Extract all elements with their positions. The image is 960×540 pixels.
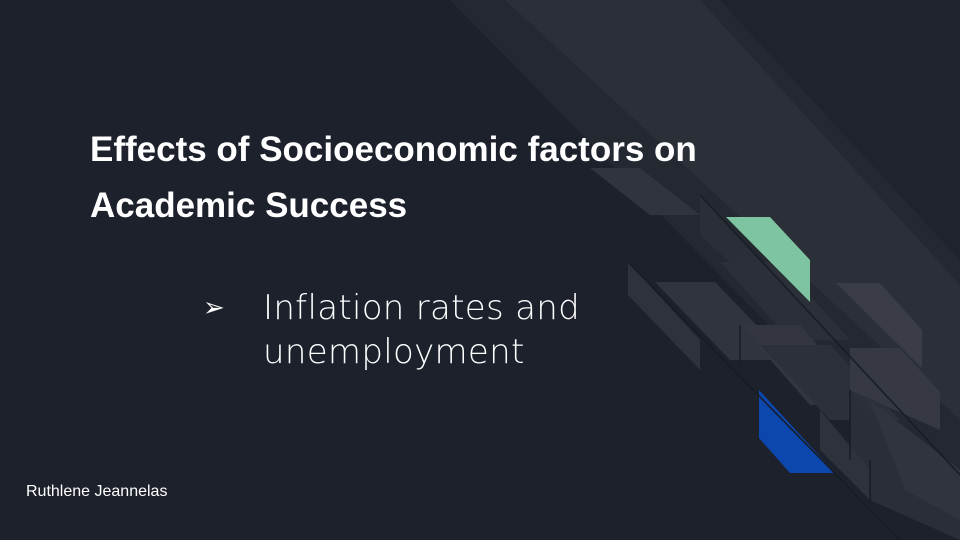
bullet-text: Inflation rates and unemployment (263, 288, 581, 372)
author-name: Ruthlene Jeannelas (26, 483, 168, 500)
diagonal-band-top-right (720, 0, 960, 260)
slide-title: Effects of Socioeconomic factors on Acad… (90, 130, 697, 225)
stripe-segment-11 (870, 400, 960, 520)
diagonal-band-upper (505, 0, 960, 420)
arrow-bullet-icon: ➢ (203, 293, 225, 323)
blue-accent-shape (759, 390, 835, 473)
stripe-segment-8 (836, 283, 922, 368)
green-accent-shape (726, 217, 810, 302)
bullet-item: ➢ Inflation rates and unemployment (203, 286, 623, 374)
divider-line-1 (699, 194, 960, 476)
stripe-segment-3 (628, 262, 700, 370)
divider-line-2 (627, 261, 901, 540)
stripe-segment-12 (820, 410, 870, 500)
stripe-segment-7 (760, 345, 900, 420)
stripe-segment-9 (850, 348, 940, 430)
stripe-segment-1 (590, 168, 700, 215)
